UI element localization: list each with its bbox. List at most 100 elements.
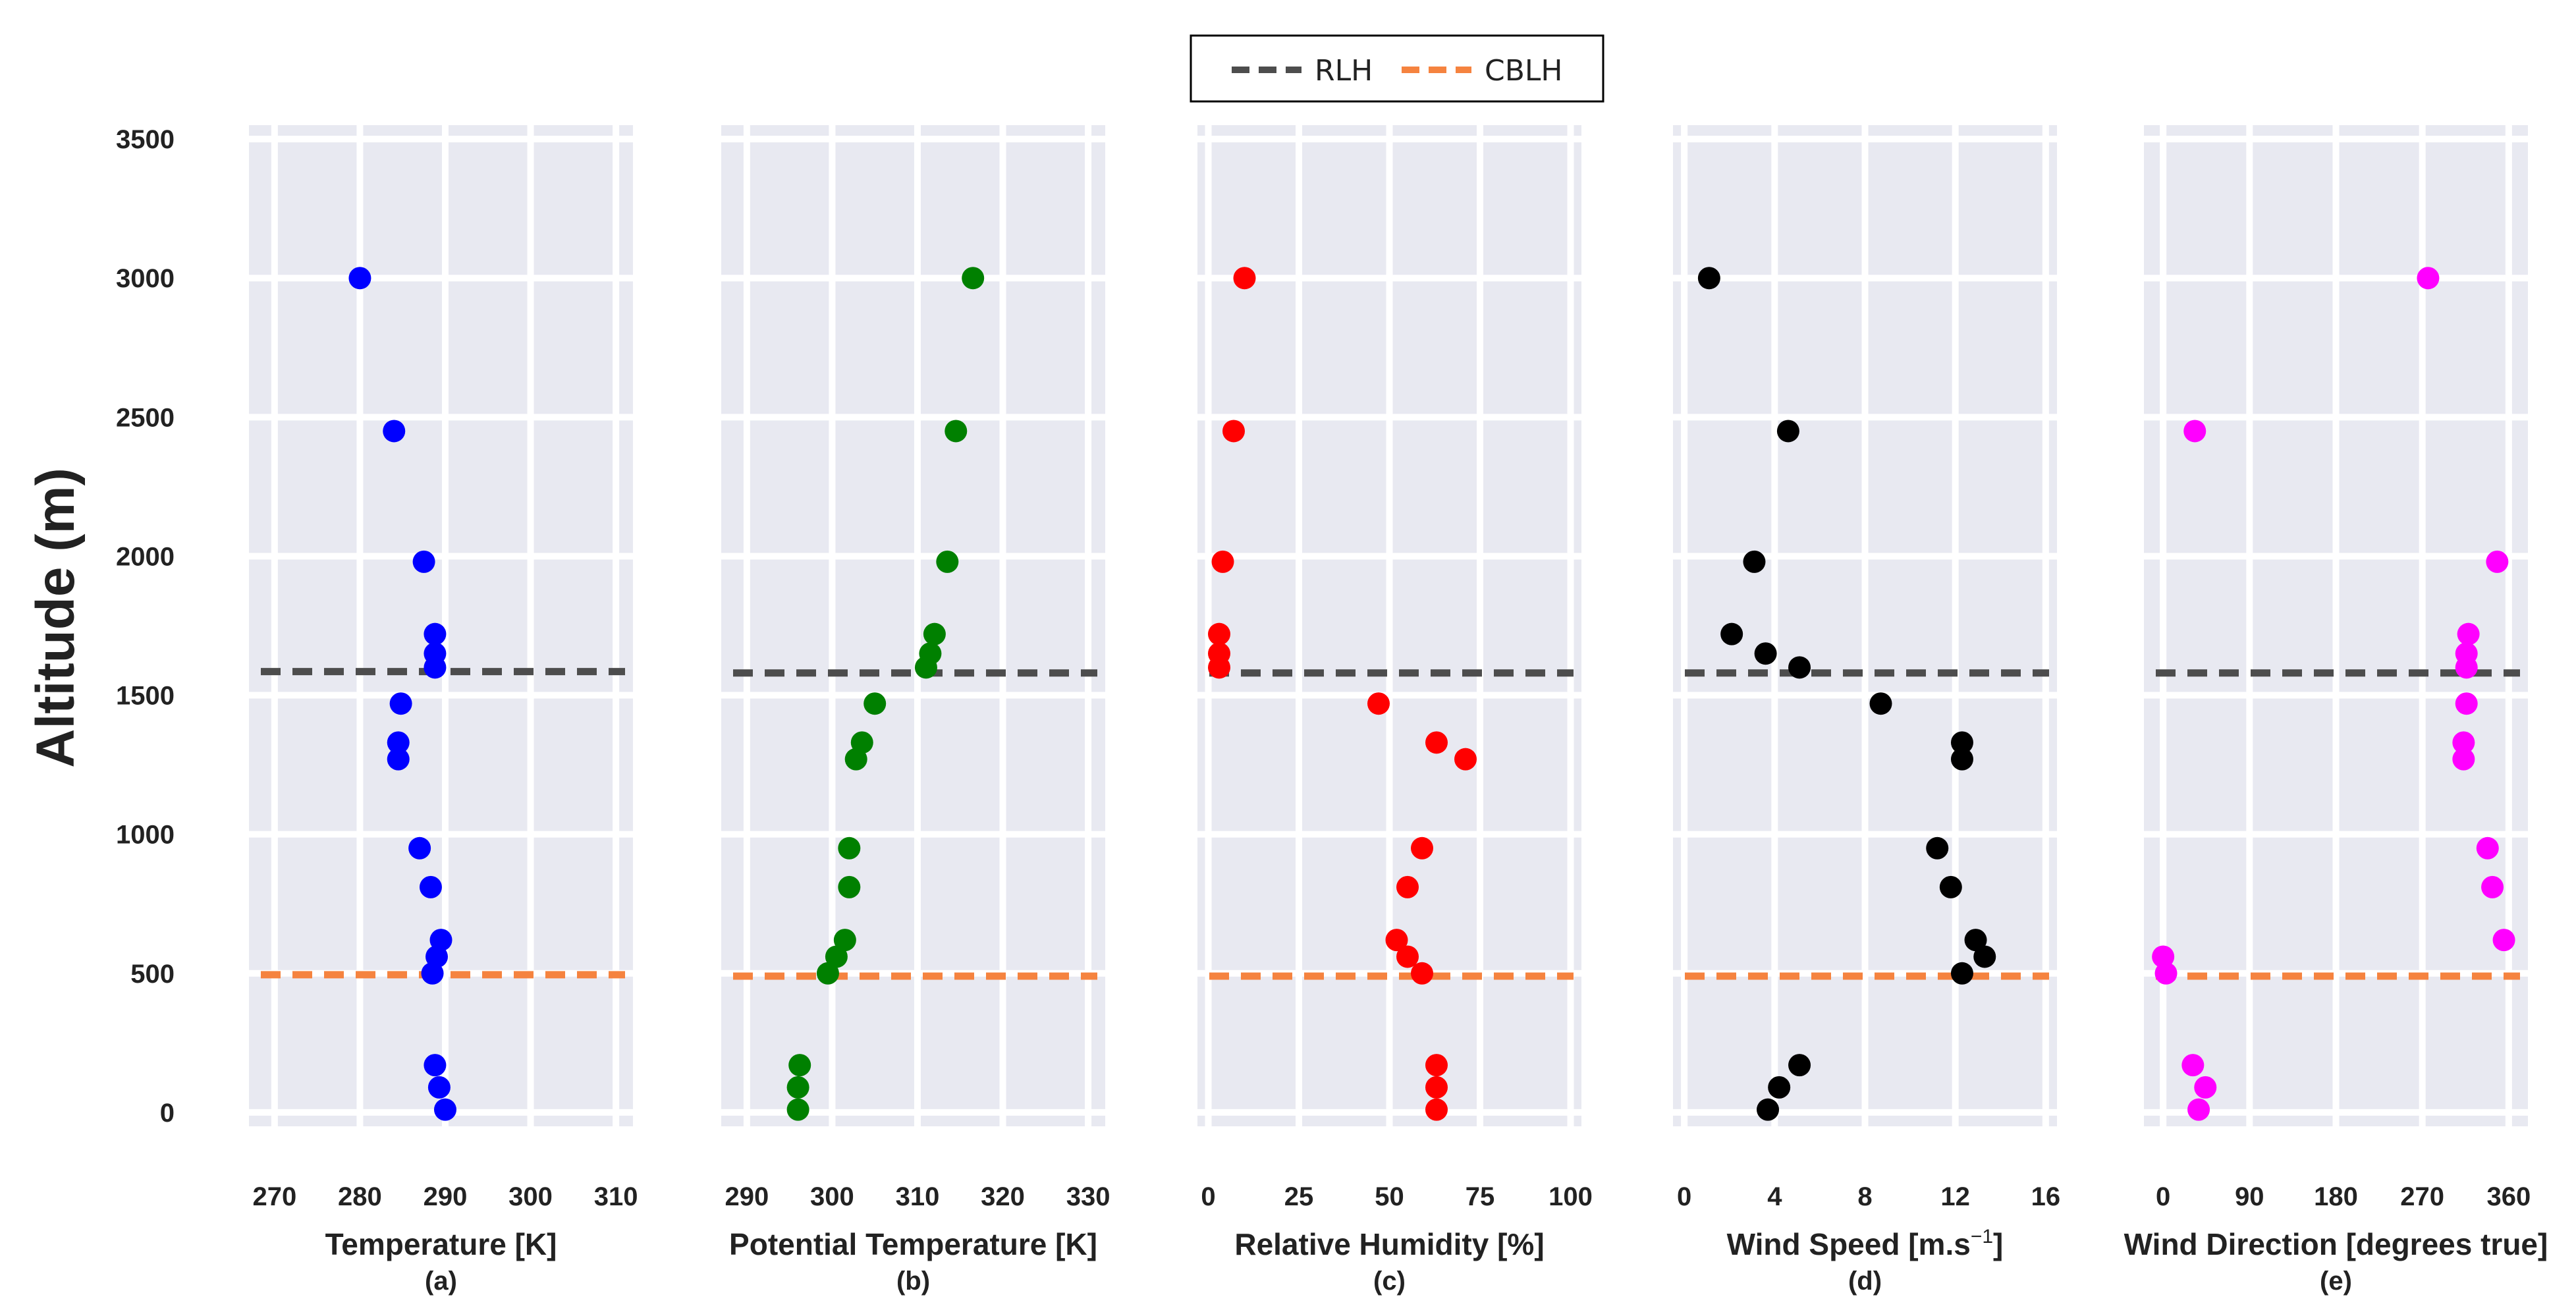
data-point <box>833 929 856 952</box>
x-tick-label: 290 <box>424 1182 468 1211</box>
data-point <box>1950 748 1973 771</box>
y-axis-title: Altitude (m) <box>26 468 86 767</box>
data-point <box>962 267 985 290</box>
data-point <box>2181 1054 2205 1077</box>
data-point <box>419 875 442 898</box>
data-point <box>2452 748 2475 771</box>
x-axis-title-superscript: −1 <box>1971 1226 1993 1247</box>
data-point <box>1411 836 1433 860</box>
data-point <box>1385 929 1408 952</box>
data-point <box>383 420 406 443</box>
y-tick-label: 1000 <box>116 821 175 850</box>
data-point <box>2183 420 2206 443</box>
x-tick-label: 100 <box>1548 1182 1593 1211</box>
y-tick-label: 2000 <box>116 542 175 571</box>
data-point <box>1973 945 1996 968</box>
x-tick-label: 360 <box>2486 1182 2531 1211</box>
data-point <box>1425 731 1448 754</box>
data-point <box>1939 875 1962 898</box>
data-point <box>2481 875 2504 898</box>
data-point <box>825 945 848 968</box>
data-point <box>1776 420 1799 443</box>
data-point <box>2452 731 2475 754</box>
x-tick-label: 300 <box>508 1182 553 1211</box>
panel-sublabel: (b) <box>896 1267 930 1296</box>
data-point <box>850 731 873 754</box>
data-point <box>2455 642 2478 665</box>
y-tick-label: 500 <box>130 960 175 989</box>
data-point <box>838 836 861 860</box>
y-tick-label: 3500 <box>116 125 175 154</box>
data-point <box>1964 929 1987 952</box>
data-point <box>1367 692 1390 715</box>
x-tick-label: 280 <box>338 1182 382 1211</box>
x-tick-label: 16 <box>2031 1182 2061 1211</box>
x-tick-label: 270 <box>252 1182 296 1211</box>
data-point <box>2187 1098 2210 1121</box>
data-point <box>427 1076 451 1099</box>
data-point <box>387 731 410 754</box>
data-point <box>1754 642 1777 665</box>
legend-cblh-label: CBLH <box>1485 54 1563 88</box>
x-tick-label: 290 <box>725 1182 769 1211</box>
data-point <box>1720 622 1743 645</box>
panel-sublabel: (e) <box>2320 1267 2352 1296</box>
panel-sublabel: (a) <box>425 1267 457 1296</box>
x-tick-label: 0 <box>1201 1182 1215 1211</box>
x-axis-title-text: Potential Temperature [K] <box>729 1227 1097 1261</box>
data-point <box>1396 875 1419 898</box>
data-point <box>2417 267 2440 290</box>
y-tick-label: 2500 <box>116 403 175 432</box>
data-point <box>1768 1076 1791 1099</box>
data-point <box>348 267 371 290</box>
panel-d: 0 4 8 12 16 Wind Speed [m.s−1] (d) <box>1673 125 2060 1296</box>
data-point <box>2455 692 2478 715</box>
x-tick-label: 50 <box>1375 1182 1404 1211</box>
x-tick-label: 270 <box>2400 1182 2444 1211</box>
x-axis-title-text: Relative Humidity [%] <box>1234 1227 1544 1261</box>
data-point <box>1396 945 1419 968</box>
panel-sublabel: (c) <box>1373 1267 1406 1296</box>
x-tick-label: 180 <box>2314 1182 2358 1211</box>
data-point <box>1222 420 1245 443</box>
data-point <box>424 642 447 665</box>
x-axis-title: Temperature [K] <box>325 1227 557 1261</box>
x-tick-label: 320 <box>981 1182 1025 1211</box>
y-tick-label: 1500 <box>116 682 175 711</box>
x-tick-label: 300 <box>810 1182 854 1211</box>
data-point <box>2476 836 2499 860</box>
data-point <box>1757 1098 1780 1121</box>
data-point <box>1208 642 1230 665</box>
data-point <box>1788 656 1811 679</box>
y-tick-label: 0 <box>160 1099 175 1128</box>
data-point <box>1208 622 1230 645</box>
data-point <box>1454 748 1477 771</box>
data-point <box>936 550 959 573</box>
panel-a: 270 280 290 300 310 Temperature [K] (a) <box>249 125 638 1296</box>
data-point <box>1869 692 1892 715</box>
data-point <box>1425 1076 1448 1099</box>
data-point <box>2486 550 2509 573</box>
data-point <box>788 1054 811 1077</box>
data-point <box>408 836 431 860</box>
x-tick-label: 310 <box>896 1182 940 1211</box>
data-point <box>433 1098 456 1121</box>
data-point <box>786 1076 809 1099</box>
data-point <box>429 929 452 952</box>
data-point <box>1211 550 1234 573</box>
data-point <box>1425 1098 1448 1121</box>
data-point <box>786 1098 809 1121</box>
data-point <box>1743 550 1766 573</box>
legend-rlh-label: RLH <box>1315 54 1373 88</box>
data-point <box>1411 962 1433 985</box>
data-point <box>1788 1054 1811 1077</box>
data-point <box>863 692 887 715</box>
data-point <box>2154 962 2178 985</box>
x-tick-label: 25 <box>1284 1182 1314 1211</box>
x-tick-label: 90 <box>2235 1182 2264 1211</box>
data-point <box>424 622 447 645</box>
data-point <box>389 692 412 715</box>
data-point <box>2152 945 2175 968</box>
